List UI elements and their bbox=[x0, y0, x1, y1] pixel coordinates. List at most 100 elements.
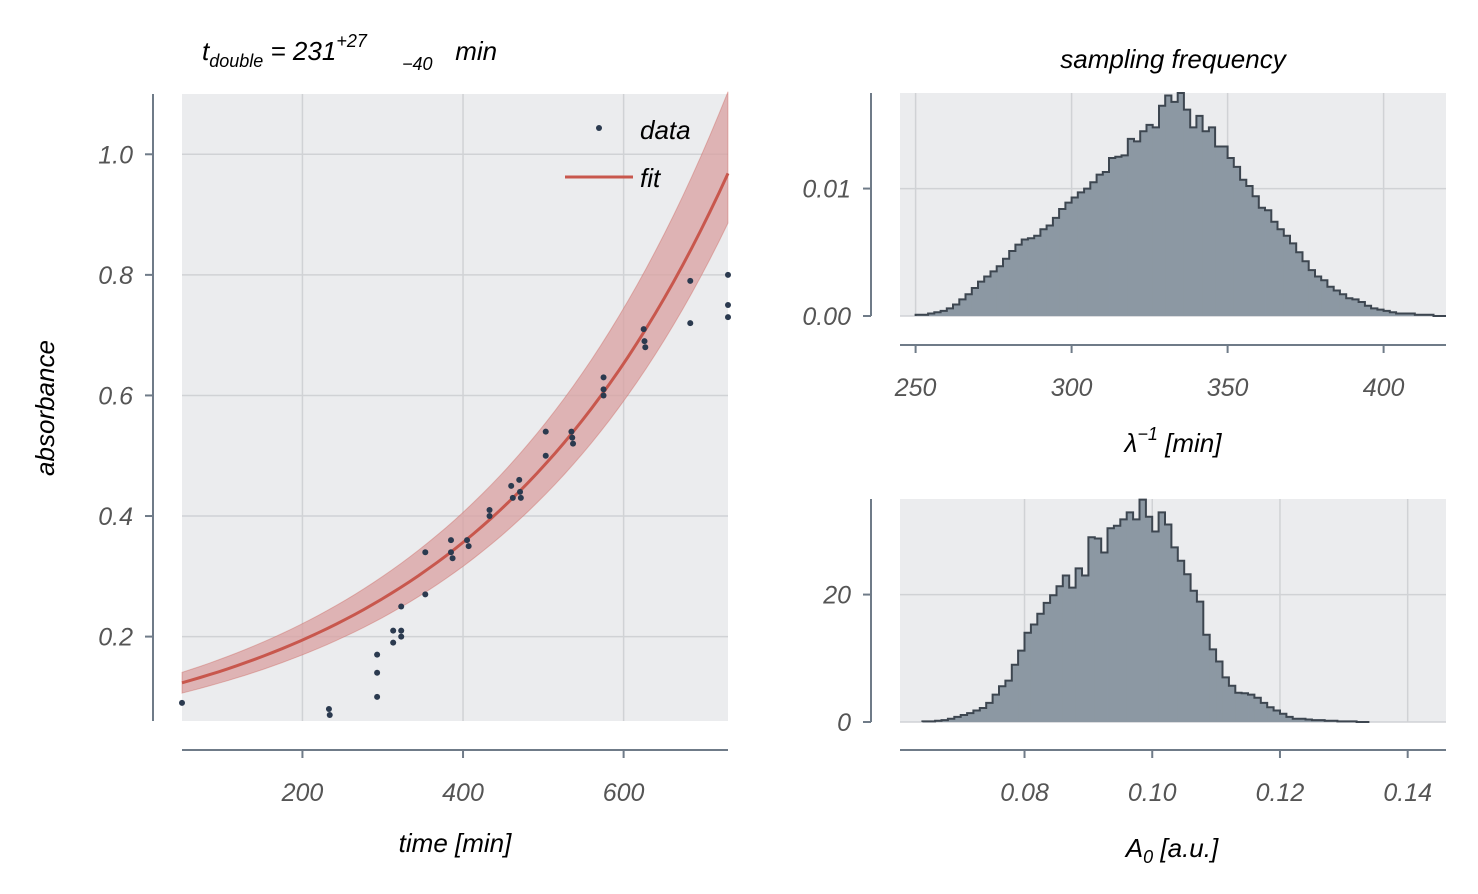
x-tick-label: 0.08 bbox=[1000, 779, 1049, 807]
data-point bbox=[642, 344, 649, 351]
data-point bbox=[600, 374, 607, 381]
histogram-bar bbox=[1146, 124, 1154, 316]
x-axis-label-unit: [a.u.] bbox=[1153, 833, 1219, 863]
x-axis-label-symbol: λ bbox=[1123, 428, 1138, 458]
histogram-outline bbox=[921, 498, 1370, 723]
histogram-bar bbox=[984, 276, 991, 316]
data-point bbox=[641, 338, 648, 345]
y-tick-label: 0.01 bbox=[802, 176, 851, 204]
histogram-bar bbox=[1046, 225, 1054, 316]
histogram-bar bbox=[1228, 685, 1236, 722]
x-tick-label: 400 bbox=[442, 779, 484, 807]
histogram-bar bbox=[1296, 252, 1303, 316]
data-point bbox=[465, 543, 472, 550]
histogram-bar bbox=[1389, 312, 1397, 316]
histogram-bar bbox=[1321, 280, 1328, 316]
data-point bbox=[600, 386, 607, 393]
data-point bbox=[326, 711, 333, 718]
histogram-bar bbox=[1271, 221, 1278, 316]
histogram-bar bbox=[1240, 179, 1247, 316]
data-point bbox=[398, 633, 405, 640]
histogram-bar bbox=[1030, 624, 1038, 722]
x-tick-label: 0.10 bbox=[1128, 779, 1177, 807]
histogram-bar bbox=[1358, 301, 1366, 316]
histogram-bar bbox=[1221, 146, 1228, 316]
histogram-bar bbox=[953, 304, 960, 316]
data-point bbox=[600, 392, 607, 399]
histogram-bar bbox=[1339, 294, 1347, 316]
histogram-bar bbox=[1283, 235, 1291, 316]
histogram-bar bbox=[1177, 93, 1185, 316]
y-tick-label: 0.6 bbox=[98, 382, 133, 410]
data-point bbox=[516, 476, 523, 483]
histogram-bar bbox=[1215, 146, 1222, 316]
histogram-bar bbox=[1102, 172, 1110, 316]
histogram-bar bbox=[1165, 524, 1172, 722]
y-tick-label: 0.4 bbox=[98, 503, 133, 531]
data-point bbox=[569, 434, 576, 441]
histogram-bar bbox=[1075, 568, 1083, 722]
histogram-bar bbox=[1158, 512, 1166, 722]
histogram-bar bbox=[1308, 270, 1316, 316]
histogram-bar bbox=[1082, 575, 1089, 722]
histogram-bar bbox=[1043, 602, 1051, 722]
histogram-bar bbox=[940, 310, 948, 316]
histogram-bar bbox=[1158, 105, 1166, 317]
legend: data fit bbox=[565, 115, 691, 193]
fit-band bbox=[181, 91, 729, 694]
histogram-bar bbox=[1190, 590, 1198, 722]
y-tick-label: 0 bbox=[837, 709, 851, 737]
histogram-bar bbox=[1203, 634, 1211, 722]
histogram-bar bbox=[986, 702, 993, 722]
histogram-bar bbox=[1299, 718, 1306, 722]
x-axis-label: λ−1 [min] bbox=[1123, 424, 1223, 458]
title-main: t bbox=[202, 36, 211, 66]
histogram-bar bbox=[1190, 127, 1197, 316]
time-course-panel: 200 400 600 0.2 0.4 0.6 0.8 1.0 time [min] abs… bbox=[30, 31, 731, 858]
legend-data-label: data bbox=[640, 115, 691, 145]
histogram-bar bbox=[1077, 192, 1085, 316]
x-tick-label: 0.14 bbox=[1383, 779, 1432, 807]
histogram-bar bbox=[1235, 692, 1243, 722]
x-axis-label-exponent: −1 bbox=[1137, 424, 1158, 444]
histogram-bar bbox=[1267, 707, 1274, 722]
histogram-bar bbox=[1094, 538, 1102, 722]
histogram-bar bbox=[1260, 702, 1268, 722]
histogram-bar bbox=[1121, 155, 1129, 316]
data-point bbox=[542, 428, 549, 435]
histogram-bar bbox=[1352, 299, 1360, 316]
histogram-bar bbox=[947, 718, 955, 722]
histogram-bar bbox=[1277, 229, 1285, 316]
histogram-bar bbox=[1056, 586, 1064, 722]
histogram-bar bbox=[934, 312, 941, 316]
data-point bbox=[464, 537, 471, 544]
histogram-bar bbox=[1183, 109, 1191, 316]
histogram-bar bbox=[1059, 208, 1066, 316]
data-point bbox=[179, 699, 185, 706]
x-axis-label: A0 [a.u.] bbox=[1124, 833, 1219, 867]
histogram-bar bbox=[973, 710, 981, 722]
data-point bbox=[570, 440, 577, 447]
x-axis-label-symbol: A bbox=[1124, 833, 1143, 863]
histogram-bar bbox=[990, 271, 998, 316]
data-point bbox=[374, 651, 381, 658]
histogram bbox=[921, 498, 1370, 723]
histogram-bar bbox=[1018, 650, 1025, 722]
histogram-bar bbox=[1184, 574, 1191, 722]
grid bbox=[182, 94, 728, 721]
histogram-bar bbox=[1252, 196, 1260, 316]
x-tick-label: 300 bbox=[1051, 374, 1093, 402]
histogram-bar bbox=[1021, 239, 1029, 316]
histogram-bar bbox=[954, 716, 962, 722]
histogram-bar bbox=[1209, 649, 1217, 722]
data-point bbox=[390, 639, 397, 646]
title-upper-error: +27 bbox=[336, 31, 368, 51]
data-point bbox=[687, 277, 694, 284]
histogram-bar bbox=[1265, 210, 1272, 316]
histogram-bar bbox=[1134, 141, 1141, 316]
histogram-bar bbox=[1140, 131, 1147, 316]
x-axis-label-subscript: 0 bbox=[1143, 847, 1153, 867]
data-point bbox=[509, 494, 516, 501]
histogram-bar bbox=[1120, 519, 1128, 722]
histogram-bar bbox=[1171, 101, 1179, 316]
